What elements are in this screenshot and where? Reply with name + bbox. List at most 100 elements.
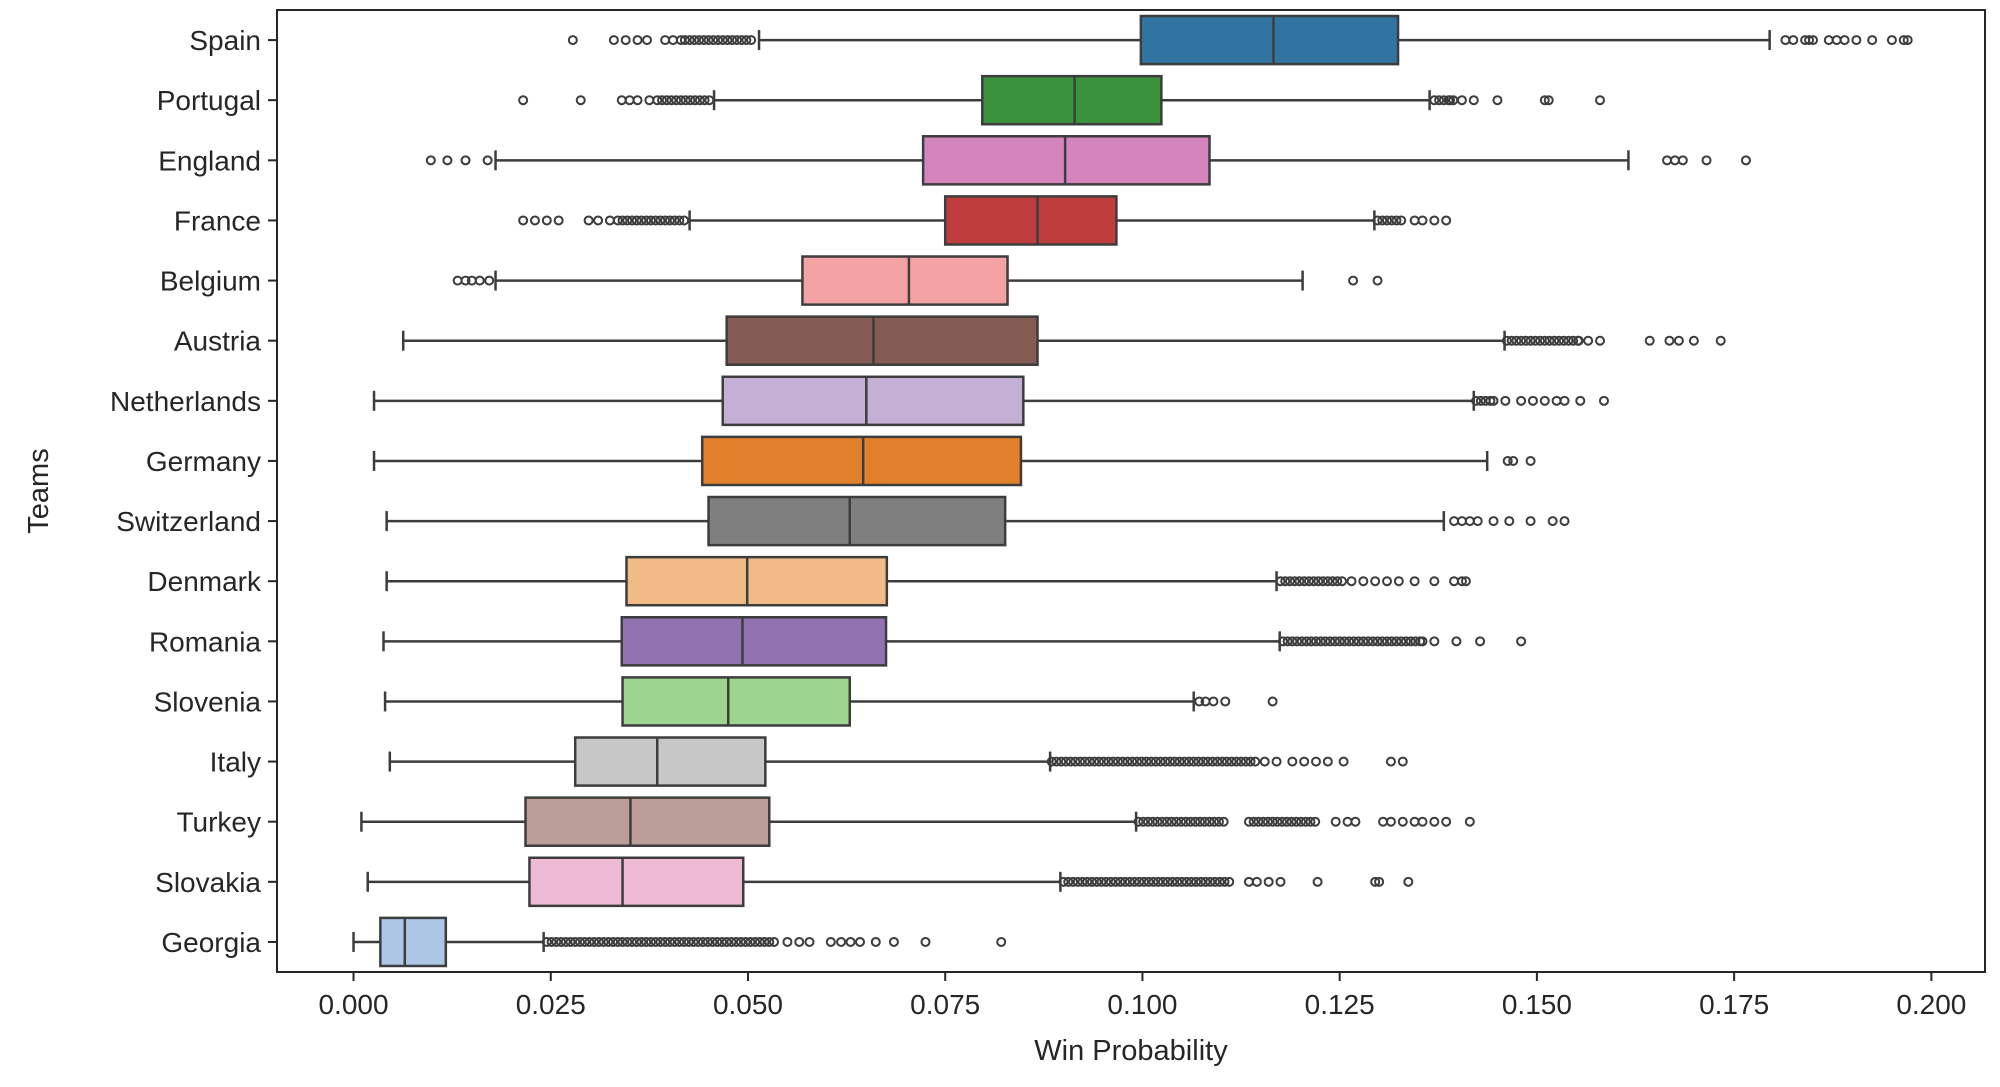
y-axis: Spain Portugal England France Belgium Austria… — [110, 25, 277, 958]
outlier-point — [1169, 756, 1180, 767]
outlier-point — [583, 215, 594, 226]
outlier-point — [603, 936, 614, 947]
iqr-box — [379, 916, 448, 968]
outlier-point — [1171, 816, 1182, 827]
outlier-point — [745, 936, 756, 947]
outlier-point — [1535, 335, 1546, 346]
outlier-point — [1231, 756, 1242, 767]
outlier-point — [674, 936, 685, 947]
outlier-point — [1506, 335, 1517, 346]
iqr-box — [801, 255, 1009, 306]
outlier-point — [1386, 215, 1397, 226]
y-tick-label: England — [158, 145, 261, 176]
outlier-point — [474, 275, 485, 286]
outlier-point — [1108, 756, 1119, 767]
outlier-point — [1243, 816, 1254, 827]
outlier-point — [1072, 876, 1083, 887]
outlier-point — [1129, 876, 1140, 887]
outlier-point — [1089, 756, 1100, 767]
outlier-point — [1370, 576, 1381, 587]
outlier-point — [608, 35, 619, 46]
outlier-point — [1236, 756, 1247, 767]
outlier-point — [1338, 756, 1349, 767]
outlier-point — [1272, 816, 1283, 827]
outlier-point — [1286, 816, 1297, 827]
box-france — [518, 195, 1452, 246]
outlier-point — [1374, 876, 1385, 887]
outlier-point — [1377, 215, 1388, 226]
outlier-point — [518, 95, 529, 106]
outlier-point — [1464, 516, 1475, 527]
outlier-point — [1539, 395, 1550, 406]
outlier-point — [1342, 816, 1353, 827]
outlier-point — [1134, 876, 1145, 887]
outlier-point — [1146, 756, 1157, 767]
outlier-point — [645, 936, 656, 947]
outlier-point — [1204, 816, 1215, 827]
outlier-point — [1429, 636, 1440, 647]
outlier-point — [1372, 215, 1383, 226]
outlier-point — [1165, 756, 1176, 767]
iqr-box — [725, 315, 1039, 366]
outlier-point — [1198, 756, 1209, 767]
outlier-point — [702, 936, 713, 947]
outlier-point — [1382, 636, 1393, 647]
outlier-point — [1386, 636, 1397, 647]
outlier-point — [694, 95, 705, 106]
outlier-point — [1372, 275, 1383, 286]
outlier-point — [693, 936, 704, 947]
outlier-point — [1084, 756, 1095, 767]
outlier-point — [1166, 816, 1177, 827]
outlier-point — [1438, 95, 1449, 106]
outlier-point — [1200, 876, 1211, 887]
outlier-point — [616, 95, 627, 106]
outlier-point — [1344, 636, 1355, 647]
outlier-point — [1291, 816, 1302, 827]
y-axis-label: Teams — [23, 448, 55, 533]
outlier-point — [1070, 756, 1081, 767]
outlier-point — [608, 936, 619, 947]
outlier-point — [1060, 756, 1071, 767]
iqr-box — [707, 495, 1007, 547]
outlier-point — [669, 215, 680, 226]
outlier-point — [1167, 876, 1178, 887]
outlier-point — [1188, 756, 1199, 767]
outlier-point — [1303, 576, 1314, 587]
outlier-point — [1572, 335, 1583, 346]
outlier-point — [1096, 876, 1107, 887]
outlier-point — [1191, 876, 1202, 887]
outlier-point — [1804, 35, 1815, 46]
outlier-point — [669, 936, 680, 947]
outlier-point — [1212, 756, 1223, 767]
outlier-point — [1207, 756, 1218, 767]
outlier-point — [688, 936, 699, 947]
y-tick-label: Austria — [174, 326, 262, 357]
outlier-point — [627, 215, 638, 226]
outlier-point — [1190, 816, 1201, 827]
outlier-point — [1808, 35, 1819, 46]
outlier-point — [1162, 876, 1173, 887]
outlier-point — [1172, 876, 1183, 887]
outlier-point — [804, 936, 815, 947]
outlier-point — [575, 95, 586, 106]
outlier-point — [1385, 816, 1396, 827]
outlier-point — [1449, 576, 1460, 587]
outlier-point — [1396, 215, 1407, 226]
outlier-point — [1504, 516, 1515, 527]
outlier-point — [1251, 876, 1262, 887]
outlier-point — [1208, 696, 1219, 707]
outlier-point — [716, 936, 727, 947]
outlier-point — [1263, 876, 1274, 887]
outlier-point — [1282, 636, 1293, 647]
outlier-point — [1294, 576, 1305, 587]
outlier-point — [1277, 816, 1288, 827]
outlier-point — [1377, 636, 1388, 647]
outlier-point — [1485, 395, 1496, 406]
outlier-point — [1308, 576, 1319, 587]
outlier-point — [645, 215, 656, 226]
outlier-point — [1248, 816, 1259, 827]
outlier-point — [642, 35, 653, 46]
outlier-point — [1195, 816, 1206, 827]
outlier-point — [888, 936, 899, 947]
outlier-point — [754, 936, 765, 947]
